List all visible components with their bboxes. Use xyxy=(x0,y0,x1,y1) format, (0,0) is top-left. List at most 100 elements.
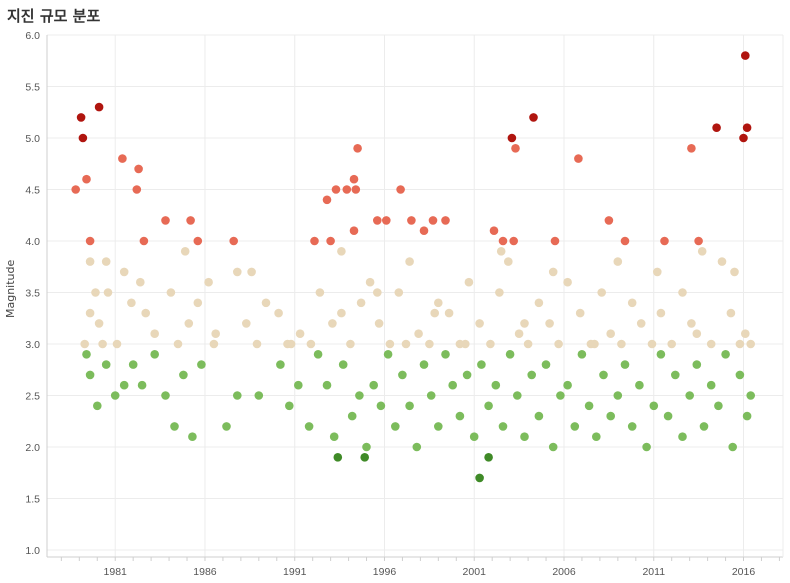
data-point xyxy=(118,154,127,163)
data-point xyxy=(706,380,716,390)
data-point xyxy=(85,308,95,318)
data-point xyxy=(166,288,176,297)
data-point xyxy=(678,288,687,297)
x-tick-label: 2011 xyxy=(642,566,665,578)
data-point xyxy=(513,391,522,400)
chart-title: 지진 규모 분포 xyxy=(7,7,101,25)
data-point xyxy=(132,185,142,194)
data-point xyxy=(170,422,179,431)
x-axis-ticks: 1981 1986 1991 1996 2001 2006 2011 2016 xyxy=(104,566,756,578)
data-point xyxy=(261,298,271,308)
data-point xyxy=(647,339,657,349)
data-point xyxy=(721,350,730,359)
data-point xyxy=(85,257,95,266)
data-point xyxy=(529,113,538,122)
data-point xyxy=(554,339,563,349)
data-point xyxy=(428,216,438,225)
data-point xyxy=(285,401,294,411)
data-point xyxy=(337,308,346,318)
data-point xyxy=(455,411,465,421)
data-point xyxy=(71,185,80,194)
data-point xyxy=(322,380,332,390)
data-point xyxy=(504,257,513,266)
data-point xyxy=(204,277,213,287)
data-point xyxy=(606,411,615,421)
data-point xyxy=(76,113,86,122)
data-point xyxy=(365,277,375,287)
data-point xyxy=(575,308,585,318)
data-point xyxy=(161,216,170,225)
data-point xyxy=(98,339,107,349)
data-point xyxy=(613,257,623,266)
data-point xyxy=(495,288,504,297)
data-point xyxy=(663,411,673,421)
data-point xyxy=(188,432,197,442)
data-point xyxy=(82,174,91,184)
data-point xyxy=(574,154,583,163)
data-point xyxy=(211,329,220,339)
data-point xyxy=(242,319,251,328)
data-point xyxy=(520,432,529,442)
data-point xyxy=(484,453,493,462)
data-point xyxy=(394,288,404,297)
data-point xyxy=(346,339,355,349)
data-point xyxy=(193,298,203,308)
data-point xyxy=(627,298,637,308)
y-tick-label: 5.0 xyxy=(25,133,40,145)
y-tick-label: 3.5 xyxy=(25,288,40,300)
y-tick-label: 4.5 xyxy=(25,185,40,197)
data-point xyxy=(584,401,594,411)
data-point xyxy=(233,391,242,400)
data-point xyxy=(127,298,136,308)
data-point xyxy=(590,339,599,349)
data-point xyxy=(94,319,104,328)
y-tick-label: 3.0 xyxy=(25,339,40,351)
data-point xyxy=(382,216,391,225)
data-point xyxy=(498,236,508,246)
data-point xyxy=(511,144,520,153)
x-tick-label: 1996 xyxy=(373,566,397,578)
data-point xyxy=(563,277,572,287)
data-point xyxy=(534,411,544,421)
data-point xyxy=(741,329,750,339)
data-point xyxy=(247,267,256,277)
data-point xyxy=(360,453,370,462)
data-point xyxy=(351,185,361,194)
data-point xyxy=(376,401,386,411)
data-point xyxy=(678,432,687,442)
y-tick-label: 1.0 xyxy=(25,545,40,557)
data-point xyxy=(656,308,666,318)
data-point xyxy=(391,422,400,431)
data-point xyxy=(739,133,748,143)
data-point xyxy=(541,360,551,369)
data-point xyxy=(112,339,122,349)
data-point xyxy=(746,339,755,349)
y-tick-label: 2.0 xyxy=(25,442,40,454)
data-point xyxy=(563,380,572,390)
data-point xyxy=(730,267,739,277)
data-point xyxy=(119,380,129,390)
data-point xyxy=(85,236,95,246)
data-point xyxy=(430,308,440,318)
data-point xyxy=(656,350,666,359)
data-point xyxy=(694,236,703,246)
data-point xyxy=(101,257,111,266)
data-point xyxy=(620,360,630,369)
data-point xyxy=(426,391,436,400)
data-point xyxy=(294,380,303,390)
data-point xyxy=(396,185,405,194)
data-point xyxy=(134,164,143,174)
data-point xyxy=(697,247,707,256)
data-point xyxy=(329,432,339,442)
data-point xyxy=(286,339,296,349)
data-point xyxy=(139,236,149,246)
data-point xyxy=(374,319,384,328)
data-point xyxy=(613,391,623,400)
data-point xyxy=(304,422,314,431)
data-point xyxy=(137,380,147,390)
data-point xyxy=(448,380,458,390)
data-point xyxy=(692,329,702,339)
data-point xyxy=(180,247,190,256)
x-tick-label: 2006 xyxy=(552,566,576,578)
